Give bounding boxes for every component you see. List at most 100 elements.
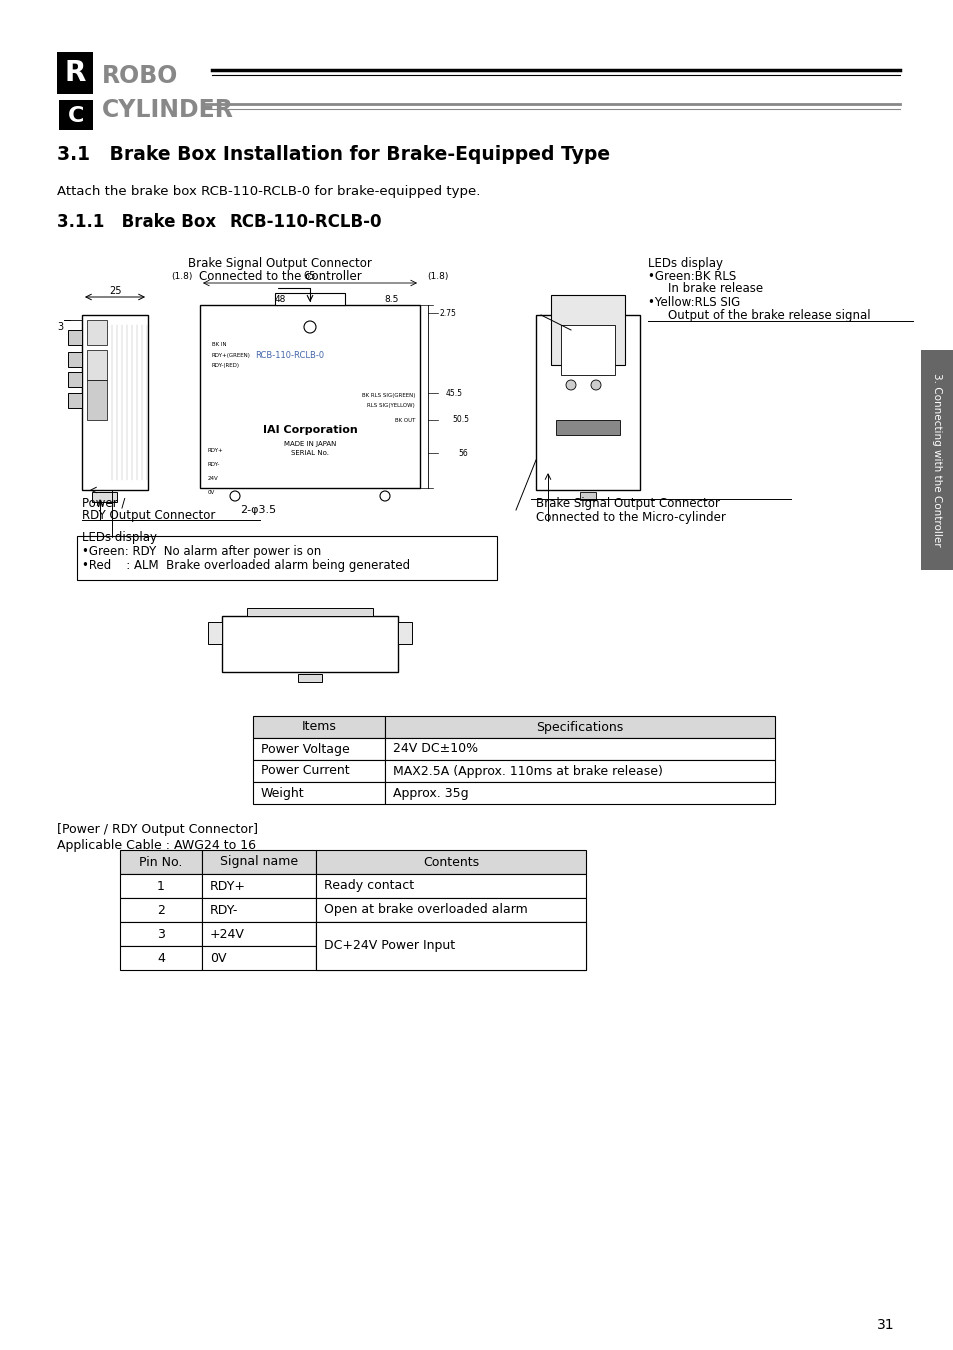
Text: 45.5: 45.5 (446, 389, 462, 397)
Bar (59, 100, 92, 130)
Text: CYLINDER: CYLINDER (102, 99, 233, 122)
Text: (1.8): (1.8) (172, 271, 193, 281)
Text: ROBO: ROBO (102, 63, 178, 88)
Text: Ready contact: Ready contact (324, 879, 414, 892)
Bar (385, 716, 774, 738)
Text: 31: 31 (877, 1318, 894, 1332)
Bar (120, 850, 202, 873)
Text: C: C (68, 107, 84, 126)
Bar (87, 350, 107, 379)
Text: Open at brake overloaded alarm: Open at brake overloaded alarm (324, 903, 527, 917)
Text: Power /: Power / (82, 497, 125, 509)
Text: 50.5: 50.5 (452, 416, 469, 424)
Text: •Green: RDY  No alarm after power is on: •Green: RDY No alarm after power is on (82, 545, 321, 559)
Text: BK RLS SIG(GREEN): BK RLS SIG(GREEN) (361, 393, 415, 397)
Text: 3: 3 (157, 927, 165, 941)
Bar (202, 898, 315, 922)
Bar (77, 536, 497, 580)
Text: Approx. 35g: Approx. 35g (393, 787, 468, 799)
Text: Contents: Contents (422, 856, 478, 868)
Text: RDY-: RDY- (208, 462, 220, 467)
Bar (253, 716, 385, 738)
Bar (68, 373, 82, 387)
Bar (82, 315, 148, 490)
Text: R: R (64, 59, 86, 86)
Bar (315, 922, 585, 971)
Text: 2: 2 (157, 903, 165, 917)
Bar (208, 622, 222, 644)
Bar (385, 760, 774, 782)
Text: 56: 56 (457, 448, 467, 458)
Text: MAX2.5A (Approx. 110ms at brake release): MAX2.5A (Approx. 110ms at brake release) (393, 764, 662, 778)
Text: Output of the brake release signal: Output of the brake release signal (667, 309, 870, 321)
Text: 25: 25 (109, 286, 121, 296)
Bar (297, 674, 322, 682)
Text: Brake Signal Output Connector: Brake Signal Output Connector (536, 497, 720, 509)
Text: RDY-: RDY- (210, 903, 238, 917)
Bar (87, 379, 107, 420)
Text: SERIAL No.: SERIAL No. (291, 450, 329, 456)
Text: MADE IN JAPAN: MADE IN JAPAN (283, 441, 335, 447)
Text: RDY+: RDY+ (208, 447, 224, 452)
Text: Connected to the Micro-cylinder: Connected to the Micro-cylinder (536, 510, 725, 524)
Bar (202, 873, 315, 898)
Text: 1: 1 (157, 879, 165, 892)
Text: Power Current: Power Current (261, 764, 349, 778)
Bar (315, 850, 585, 873)
Text: 4: 4 (157, 952, 165, 964)
Bar (200, 305, 419, 487)
Text: DC+24V Power Input: DC+24V Power Input (324, 940, 455, 953)
Bar (385, 782, 774, 805)
Text: Brake Signal Output Connector: Brake Signal Output Connector (188, 256, 372, 270)
Bar (551, 296, 624, 364)
Text: Power Voltage: Power Voltage (261, 743, 350, 756)
Bar (247, 608, 373, 616)
Text: Pin No.: Pin No. (139, 856, 182, 868)
Circle shape (379, 491, 390, 501)
Text: •Yellow:RLS SIG: •Yellow:RLS SIG (647, 296, 740, 309)
Text: Connected to the controller: Connected to the controller (198, 270, 361, 282)
Bar (253, 738, 385, 760)
Bar (274, 293, 345, 305)
Bar (560, 325, 615, 375)
Text: 3.1.1   Brake Box: 3.1.1 Brake Box (57, 213, 216, 231)
Circle shape (230, 491, 240, 501)
Bar (253, 782, 385, 805)
Text: •Red    : ALM  Brake overloaded alarm being generated: •Red : ALM Brake overloaded alarm being … (82, 559, 410, 572)
Text: 65: 65 (303, 271, 315, 281)
Bar (397, 622, 412, 644)
Bar (222, 616, 397, 672)
Bar (385, 738, 774, 760)
Bar (68, 393, 82, 408)
Text: 3.1   Brake Box Installation for Brake-Equipped Type: 3.1 Brake Box Installation for Brake-Equ… (57, 146, 610, 165)
Bar (536, 315, 639, 490)
Text: RDY+: RDY+ (210, 879, 246, 892)
Text: BK IN: BK IN (212, 343, 227, 347)
Text: RDY Output Connector: RDY Output Connector (82, 509, 215, 521)
Text: 24V: 24V (208, 475, 218, 481)
Circle shape (304, 321, 315, 333)
Text: Applicable Cable : AWG24 to 16: Applicable Cable : AWG24 to 16 (57, 838, 255, 852)
Text: RCB-110-RCLB-0: RCB-110-RCLB-0 (255, 351, 324, 359)
Bar (120, 922, 202, 946)
Text: Weight: Weight (261, 787, 304, 799)
Text: (1.8): (1.8) (427, 271, 448, 281)
Text: Items: Items (301, 721, 336, 733)
Text: 3. Connecting with the Controller: 3. Connecting with the Controller (931, 373, 941, 547)
Text: Signal name: Signal name (220, 856, 297, 868)
Text: BK OUT: BK OUT (395, 417, 415, 423)
Circle shape (590, 379, 600, 390)
Bar (253, 760, 385, 782)
Bar (202, 850, 315, 873)
Bar (87, 320, 107, 346)
Bar (57, 53, 92, 94)
Text: RDY-(RED): RDY-(RED) (212, 363, 240, 367)
Bar (202, 922, 315, 946)
Bar (68, 329, 82, 346)
Text: 0V: 0V (208, 490, 215, 494)
Text: 24V DC±10%: 24V DC±10% (393, 743, 477, 756)
Bar (315, 922, 585, 946)
Text: In brake release: In brake release (667, 282, 762, 296)
Bar (91, 491, 117, 502)
Text: [Power / RDY Output Connector]: [Power / RDY Output Connector] (57, 824, 257, 837)
